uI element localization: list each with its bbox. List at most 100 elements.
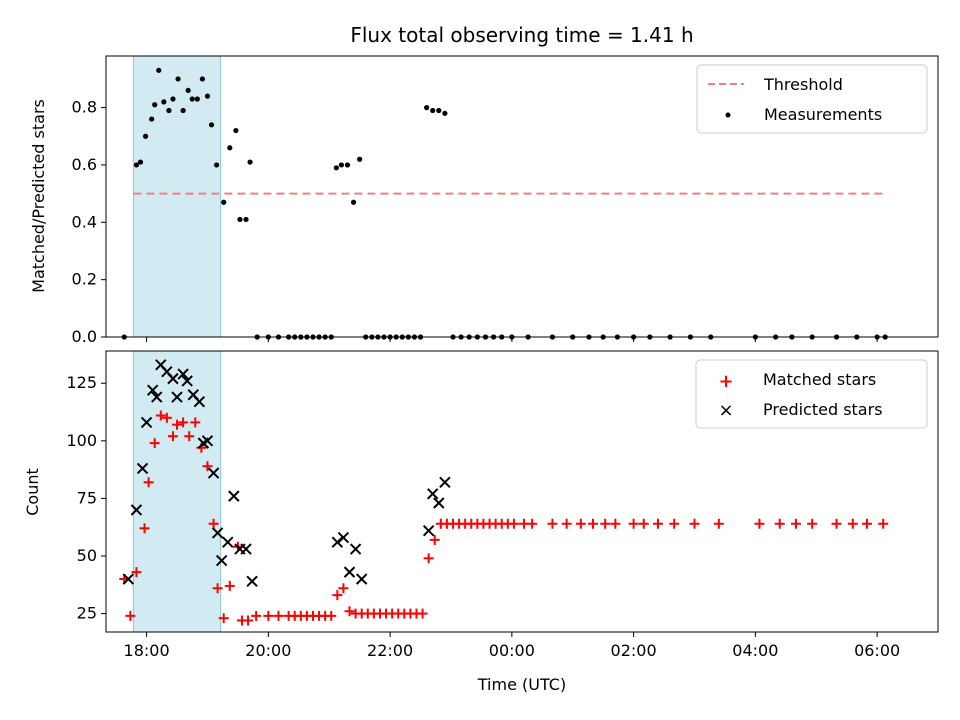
- measurement-point: [221, 199, 227, 205]
- predicted-star-point: [331, 536, 344, 548]
- predicted-star-point: [193, 395, 206, 408]
- x-tick-label: 20:00: [245, 641, 291, 660]
- matched-star-point: [429, 534, 440, 545]
- x-tick-label: 06:00: [854, 641, 900, 660]
- measurement-point: [137, 159, 144, 165]
- star-count-panel: Count Time (UTC) + Matched stars × Predi…: [23, 350, 939, 694]
- predicted-star-point: [140, 416, 153, 429]
- predicted-star-point: [177, 368, 189, 380]
- predicted-star-point: [130, 504, 143, 516]
- cross-b: [422, 524, 435, 537]
- y-tick-label: 0.2: [72, 270, 97, 289]
- cross-b: [246, 575, 258, 588]
- plot-frame-bottom: [105, 350, 939, 633]
- matched-star-point: [224, 580, 235, 591]
- matched-star-point: [184, 431, 195, 442]
- measurement-point: [357, 156, 363, 162]
- measurement-point: [350, 199, 357, 205]
- predicted-star-point: [122, 573, 135, 585]
- y-tick-label: 100: [66, 431, 97, 450]
- y-axis-label-bottom: Count: [23, 468, 42, 516]
- predicted-star-point: [136, 462, 149, 475]
- y-tick-label: 0.8: [72, 98, 97, 117]
- legend-box-bottom: [695, 359, 928, 429]
- cross-b: [122, 573, 135, 585]
- cross-b: [201, 435, 214, 447]
- matched-star-point: [167, 431, 178, 442]
- predicted-star-point: [146, 384, 159, 396]
- measurement-point: [194, 96, 200, 102]
- cross-b: [349, 543, 362, 555]
- cross-b: [240, 543, 252, 555]
- matched-star-point: [172, 419, 183, 430]
- measurement-point: [442, 110, 448, 116]
- matched-star-point: [208, 518, 219, 529]
- predicted-star-point: [246, 575, 258, 588]
- x-tick-label: 04:00: [732, 641, 778, 660]
- matched-star-point: [338, 583, 349, 594]
- predicted-star-point: [211, 527, 224, 539]
- measurement-point: [142, 133, 149, 139]
- matched-star-point: [161, 412, 172, 423]
- legend-bottom: + Matched stars × Predicted stars: [695, 359, 928, 429]
- matched-star-point: [125, 610, 136, 621]
- predicted-star-point: [181, 375, 193, 387]
- cross-b: [140, 416, 153, 429]
- matched-star-point: [527, 518, 538, 529]
- matched-star-point: [251, 610, 262, 621]
- predicted-legend-swatch: ×: [718, 400, 733, 421]
- predicted-star-point: [427, 488, 439, 500]
- cross-b: [215, 554, 228, 567]
- x-axis-label: Time (UTC): [477, 675, 566, 694]
- predicted-star-point: [151, 391, 163, 403]
- plot-frame-top: [105, 55, 939, 338]
- matched-star-point: [131, 567, 142, 578]
- measurement-point: [156, 67, 162, 73]
- predicted-star-point: [167, 372, 179, 385]
- x-tick-label: 18:00: [124, 641, 170, 660]
- predicted-star-point: [433, 497, 445, 509]
- legend-label-predicted: Predicted stars: [763, 400, 883, 419]
- matched-star-point: [689, 518, 700, 529]
- measurement-point: [227, 145, 233, 151]
- measurement-point: [170, 96, 176, 102]
- predicted-star-point: [222, 536, 234, 548]
- measurement-point: [424, 105, 430, 111]
- matched-star-point: [155, 410, 166, 421]
- matched-star-point: [774, 518, 785, 529]
- matched-star-point: [547, 518, 558, 529]
- flux-ratio-panel: Flux total observing time = 1.41 h Match…: [29, 23, 939, 346]
- x-tick-label: 02:00: [611, 641, 657, 660]
- y-tick-label: 0.6: [72, 155, 97, 174]
- cross-b: [187, 389, 199, 401]
- cross-b: [222, 536, 234, 548]
- matched-star-point: [344, 606, 355, 617]
- predicted-star-point: [343, 566, 356, 578]
- matched-star-point: [575, 518, 586, 529]
- measurement-point: [175, 76, 181, 82]
- matched-star-point: [508, 518, 519, 529]
- matched-star-point: [713, 518, 724, 529]
- measurement-point: [166, 107, 172, 114]
- cross-b: [343, 566, 356, 578]
- matched-star-point: [669, 518, 680, 529]
- matched-star-point: [652, 518, 663, 529]
- matched-star-point: [149, 438, 160, 449]
- matched-star-point: [638, 518, 649, 529]
- matched-star-point: [212, 583, 223, 594]
- y-tick-label: 0.0: [72, 327, 97, 346]
- measurement-point: [233, 127, 239, 134]
- measurement-point: [338, 162, 344, 168]
- predicted-star-point: [201, 435, 214, 447]
- predicted-star-point: [171, 391, 183, 403]
- matched-star-point: [273, 610, 284, 621]
- predicted-star-point: [355, 573, 368, 585]
- x-tick-label: 22:00: [367, 641, 413, 660]
- matched-star-point: [139, 523, 150, 534]
- legend-top: Threshold Measurements: [696, 64, 928, 134]
- matched-star-point: [143, 477, 154, 488]
- predicted-star-point: [228, 490, 240, 502]
- matched-star-point: [790, 518, 801, 529]
- predicted-star-point: [349, 543, 362, 555]
- cross-b: [439, 476, 451, 488]
